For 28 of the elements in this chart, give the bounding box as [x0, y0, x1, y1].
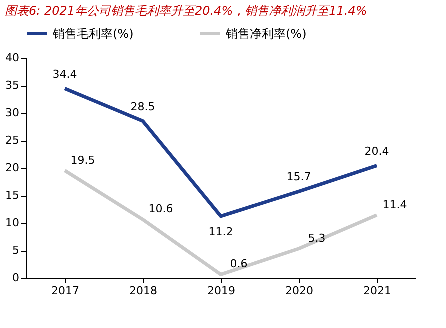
- data-label: 34.4: [52, 68, 78, 81]
- data-label: 20.4: [364, 144, 390, 158]
- y-tick-label: 40: [6, 52, 20, 64]
- y-tick-label: 30: [6, 106, 20, 120]
- x-tick-label: 2019: [208, 284, 236, 298]
- y-tick-label: 5: [12, 244, 20, 257]
- line-series: [63, 169, 379, 276]
- x-tick-label: 2021: [364, 284, 392, 298]
- y-tick-label: 10: [6, 216, 20, 230]
- data-label: 11.2: [208, 225, 234, 238]
- data-label: 15.7: [286, 170, 312, 184]
- legend-label: 销售毛利率(%): [52, 26, 134, 41]
- data-label: 19.5: [70, 154, 96, 167]
- y-tick-label: 35: [6, 79, 20, 92]
- legend-label: 销售净利率(%): [225, 26, 307, 41]
- data-label: 28.5: [130, 100, 156, 114]
- y-tick-label: 20: [6, 162, 20, 174]
- data-label: 0.6: [230, 258, 248, 271]
- x-tick-label: 2017: [52, 284, 80, 298]
- y-tick-label: 25: [6, 134, 20, 147]
- data-label: 11.4: [382, 198, 408, 212]
- data-label: 10.6: [148, 202, 174, 216]
- data-label: 5.3: [308, 232, 326, 245]
- y-tick-label: 15: [6, 189, 20, 202]
- x-tick-label: 2020: [286, 284, 314, 298]
- y-tick-label: 0: [12, 272, 20, 284]
- x-tick-label: 2018: [130, 284, 158, 298]
- chart-title: 图表6: 2021年公司销售毛利率升至20.4%，销售净利润升至11.4%: [5, 4, 368, 18]
